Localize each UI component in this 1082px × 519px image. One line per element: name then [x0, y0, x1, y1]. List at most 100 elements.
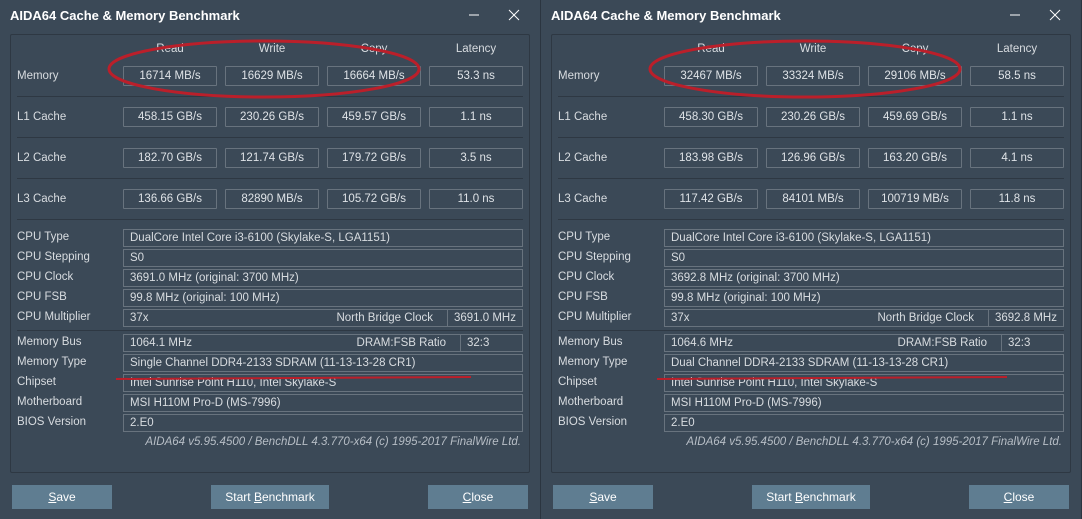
memory-copy-cell[interactable]: 29106 MB/s	[868, 66, 962, 86]
titlebar[interactable]: AIDA64 Cache & Memory Benchmark	[541, 0, 1081, 30]
l2-read-cell[interactable]: 182.70 GB/s	[123, 148, 217, 168]
separator	[17, 96, 523, 97]
window-title: AIDA64 Cache & Memory Benchmark	[10, 8, 454, 23]
close-dialog-button[interactable]: CloseClose	[969, 485, 1069, 509]
l1-read-cell[interactable]: 458.30 GB/s	[664, 107, 758, 127]
content-panel: Read Write Copy Latency Memory 32467 MB/…	[551, 34, 1071, 473]
cpu-type-label: CPU Type	[558, 229, 656, 247]
version-credits: AIDA64 v5.95.4500 / BenchDLL 4.3.770-x64…	[17, 436, 523, 448]
cpu-type-value: DualCore Intel Core i3-6100 (Skylake-S, …	[664, 229, 1064, 247]
separator	[558, 330, 1064, 331]
bios-label: BIOS Version	[558, 414, 656, 432]
l3-latency-cell[interactable]: 11.0 ns	[429, 189, 523, 209]
titlebar[interactable]: AIDA64 Cache & Memory Benchmark	[0, 0, 540, 30]
separator	[17, 178, 523, 179]
header-read: Read	[123, 43, 217, 57]
separator	[17, 137, 523, 138]
version-credits: AIDA64 v5.95.4500 / BenchDLL 4.3.770-x64…	[558, 436, 1064, 448]
l3-copy-cell[interactable]: 105.72 GB/s	[327, 189, 421, 209]
memory-write-cell[interactable]: 33324 MB/s	[766, 66, 860, 86]
l3-read-cell[interactable]: 117.42 GB/s	[664, 189, 758, 209]
row-l3-label: L3 Cache	[558, 193, 656, 205]
cpu-clock-value: 3691.0 MHz (original: 3700 MHz)	[123, 269, 523, 287]
row-l1-label: L1 Cache	[558, 111, 656, 123]
memory-type-label: Memory Type	[17, 354, 115, 372]
bios-value: 2.E0	[123, 414, 523, 432]
info-grid: CPU Type DualCore Intel Core i3-6100 (Sk…	[558, 229, 1064, 432]
l1-read-cell[interactable]: 458.15 GB/s	[123, 107, 217, 127]
cpu-multiplier-row: 37x North Bridge Clock 3692.8 MHz	[664, 309, 1064, 327]
aida64-window-right: AIDA64 Cache & Memory Benchmark Read Wri…	[541, 0, 1082, 519]
minimize-icon	[1009, 9, 1021, 21]
button-row: SaveSave Start BenchmarkStart Benchmark …	[541, 479, 1081, 519]
motherboard-label: Motherboard	[17, 394, 115, 412]
chipset-label: Chipset	[558, 374, 656, 392]
bios-value: 2.E0	[664, 414, 1064, 432]
l2-copy-cell[interactable]: 163.20 GB/s	[868, 148, 962, 168]
memory-write-cell[interactable]: 16629 MB/s	[225, 66, 319, 86]
header-latency: Latency	[429, 43, 523, 57]
memory-copy-cell[interactable]: 16664 MB/s	[327, 66, 421, 86]
memory-read-cell[interactable]: 32467 MB/s	[664, 66, 758, 86]
chipset-value: Intel Sunrise Point H110, Intel Skylake-…	[664, 374, 1064, 392]
row-l2-label: L2 Cache	[558, 152, 656, 164]
cpu-multiplier-row: 37x North Bridge Clock 3691.0 MHz	[123, 309, 523, 327]
cpu-clock-label: CPU Clock	[17, 269, 115, 287]
cpu-multiplier-value: 37x	[130, 312, 326, 324]
memory-type-value: Dual Channel DDR4-2133 SDRAM (11-13-13-2…	[664, 354, 1064, 372]
minimize-icon	[468, 9, 480, 21]
row-l2-label: L2 Cache	[17, 152, 115, 164]
row-memory-label: Memory	[558, 70, 656, 82]
l3-write-cell[interactable]: 82890 MB/s	[225, 189, 319, 209]
cpu-type-label: CPU Type	[17, 229, 115, 247]
cpu-fsb-value: 99.8 MHz (original: 100 MHz)	[123, 289, 523, 307]
l3-latency-cell[interactable]: 11.8 ns	[970, 189, 1064, 209]
close-dialog-button[interactable]: CloseClose	[428, 485, 528, 509]
save-button[interactable]: SaveSave	[553, 485, 653, 509]
l3-write-cell[interactable]: 84101 MB/s	[766, 189, 860, 209]
l2-write-cell[interactable]: 126.96 GB/s	[766, 148, 860, 168]
separator	[558, 219, 1064, 220]
l2-latency-cell[interactable]: 3.5 ns	[429, 148, 523, 168]
l3-copy-cell[interactable]: 100719 MB/s	[868, 189, 962, 209]
dram-fsb-label: DRAM:FSB Ratio	[898, 337, 987, 349]
window-title: AIDA64 Cache & Memory Benchmark	[551, 8, 995, 23]
memory-latency-cell[interactable]: 53.3 ns	[429, 66, 523, 86]
cpu-stepping-label: CPU Stepping	[558, 249, 656, 267]
close-button[interactable]	[1035, 1, 1075, 29]
row-memory-label: Memory	[17, 70, 115, 82]
l2-latency-cell[interactable]: 4.1 ns	[970, 148, 1064, 168]
l2-copy-cell[interactable]: 179.72 GB/s	[327, 148, 421, 168]
l2-read-cell[interactable]: 183.98 GB/s	[664, 148, 758, 168]
separator	[558, 96, 1064, 97]
memory-bus-row: 1064.1 MHz DRAM:FSB Ratio 32:3	[123, 334, 523, 352]
north-bridge-label: North Bridge Clock	[336, 312, 433, 324]
benchmark-grid: Read Write Copy Latency Memory 32467 MB/…	[558, 43, 1064, 221]
benchmark-grid: Read Write Copy Latency Memory 16714 MB/…	[17, 43, 523, 221]
l1-latency-cell[interactable]: 1.1 ns	[970, 107, 1064, 127]
start-benchmark-button[interactable]: Start BenchmarkStart Benchmark	[211, 485, 328, 509]
start-benchmark-button[interactable]: Start BenchmarkStart Benchmark	[752, 485, 869, 509]
save-button[interactable]: SSaveave	[12, 485, 112, 509]
cpu-multiplier-label: CPU Multiplier	[17, 309, 115, 327]
row-l1-label: L1 Cache	[17, 111, 115, 123]
close-icon	[508, 9, 520, 21]
separator	[17, 219, 523, 220]
l2-write-cell[interactable]: 121.74 GB/s	[225, 148, 319, 168]
l1-write-cell[interactable]: 230.26 GB/s	[225, 107, 319, 127]
header-write: Write	[766, 43, 860, 57]
l1-write-cell[interactable]: 230.26 GB/s	[766, 107, 860, 127]
minimize-button[interactable]	[454, 1, 494, 29]
l1-copy-cell[interactable]: 459.57 GB/s	[327, 107, 421, 127]
memory-read-cell[interactable]: 16714 MB/s	[123, 66, 217, 86]
l1-copy-cell[interactable]: 459.69 GB/s	[868, 107, 962, 127]
chipset-label: Chipset	[17, 374, 115, 392]
cpu-fsb-value: 99.8 MHz (original: 100 MHz)	[664, 289, 1064, 307]
dram-fsb-value: 32:3	[460, 335, 516, 351]
l1-latency-cell[interactable]: 1.1 ns	[429, 107, 523, 127]
l3-read-cell[interactable]: 136.66 GB/s	[123, 189, 217, 209]
button-row: SSaveave Start BenchmarkStart Benchmark …	[0, 479, 540, 519]
minimize-button[interactable]	[995, 1, 1035, 29]
close-button[interactable]	[494, 1, 534, 29]
memory-latency-cell[interactable]: 58.5 ns	[970, 66, 1064, 86]
